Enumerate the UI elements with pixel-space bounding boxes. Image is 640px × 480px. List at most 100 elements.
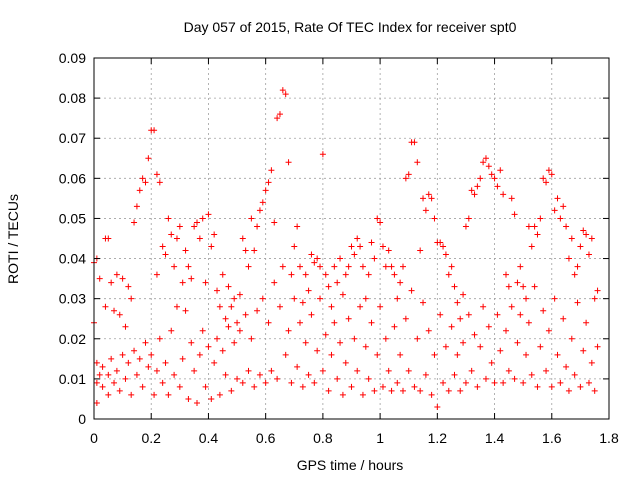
x-tick-label: 0.8 [313,430,333,446]
data-point [557,379,564,386]
data-point [259,295,266,302]
data-point [322,331,329,338]
data-point [540,307,547,314]
data-points [91,87,601,410]
data-point [563,223,570,230]
data-point [465,215,472,222]
data-point [222,315,229,322]
data-point [116,311,123,318]
data-point [514,339,521,346]
data-point [133,203,140,210]
data-point [565,387,572,394]
data-point [362,343,369,350]
data-point [491,175,498,182]
grid-lines [94,58,609,419]
data-point [259,199,266,206]
data-point [514,279,521,286]
data-point [574,263,581,270]
data-point [391,271,398,278]
y-axis-label: ROTI / TECUs [5,194,21,284]
data-point [580,227,587,234]
x-tick-label: 1.4 [485,430,505,446]
data-point [274,115,281,122]
data-point [394,295,401,302]
data-point [328,303,335,310]
data-point [314,255,321,262]
data-point [116,387,123,394]
data-point [131,347,138,354]
data-point [148,351,155,358]
data-point [196,351,203,358]
data-point [537,215,544,222]
data-point [294,363,301,370]
y-tick-label: 0 [78,411,86,427]
data-point [308,311,315,318]
data-point [588,235,595,242]
data-point [359,391,366,398]
data-point [445,387,452,394]
data-point [451,371,458,378]
data-point [105,391,112,398]
data-point [199,327,206,334]
data-point [279,87,286,94]
data-point [236,291,243,298]
y-tick-label: 0.07 [59,130,86,146]
data-point [191,223,198,230]
data-point [136,355,143,362]
data-point [113,271,120,278]
data-point [128,295,135,302]
data-point [131,219,138,226]
data-point [153,171,160,178]
data-point [508,303,515,310]
data-point [348,243,355,250]
data-point [348,383,355,390]
data-point [191,367,198,374]
data-point [274,375,281,382]
data-point [537,343,544,350]
data-point [454,351,461,358]
data-point [319,367,326,374]
data-point [568,235,575,242]
data-point [311,259,318,266]
data-point [548,383,555,390]
y-tick-label: 0.03 [59,291,86,307]
data-point [314,347,321,354]
data-point [551,207,558,214]
data-point [202,383,209,390]
data-point [377,303,384,310]
data-point [488,171,495,178]
data-point [371,387,378,394]
data-point [585,251,592,258]
data-point [305,371,312,378]
data-point [265,319,272,326]
data-point [368,239,375,246]
data-point [93,379,100,386]
data-point [251,247,258,254]
data-point [442,343,449,350]
data-point [580,347,587,354]
data-point [560,315,567,322]
data-point [462,223,469,230]
data-point [480,159,487,166]
data-point [448,263,455,270]
data-point [168,327,175,334]
data-point [199,215,206,222]
data-point [465,311,472,318]
data-point [422,371,429,378]
data-point [382,263,389,270]
data-point [485,163,492,170]
data-point [93,399,100,406]
data-point [96,371,103,378]
data-point [262,187,269,194]
data-point [385,247,392,254]
data-point [585,379,592,386]
data-point [437,311,444,318]
data-point [354,235,361,242]
data-point [583,231,590,238]
data-point [111,379,118,386]
data-point [523,295,530,302]
data-point [125,283,132,290]
data-point [282,91,289,98]
data-point [231,339,238,346]
